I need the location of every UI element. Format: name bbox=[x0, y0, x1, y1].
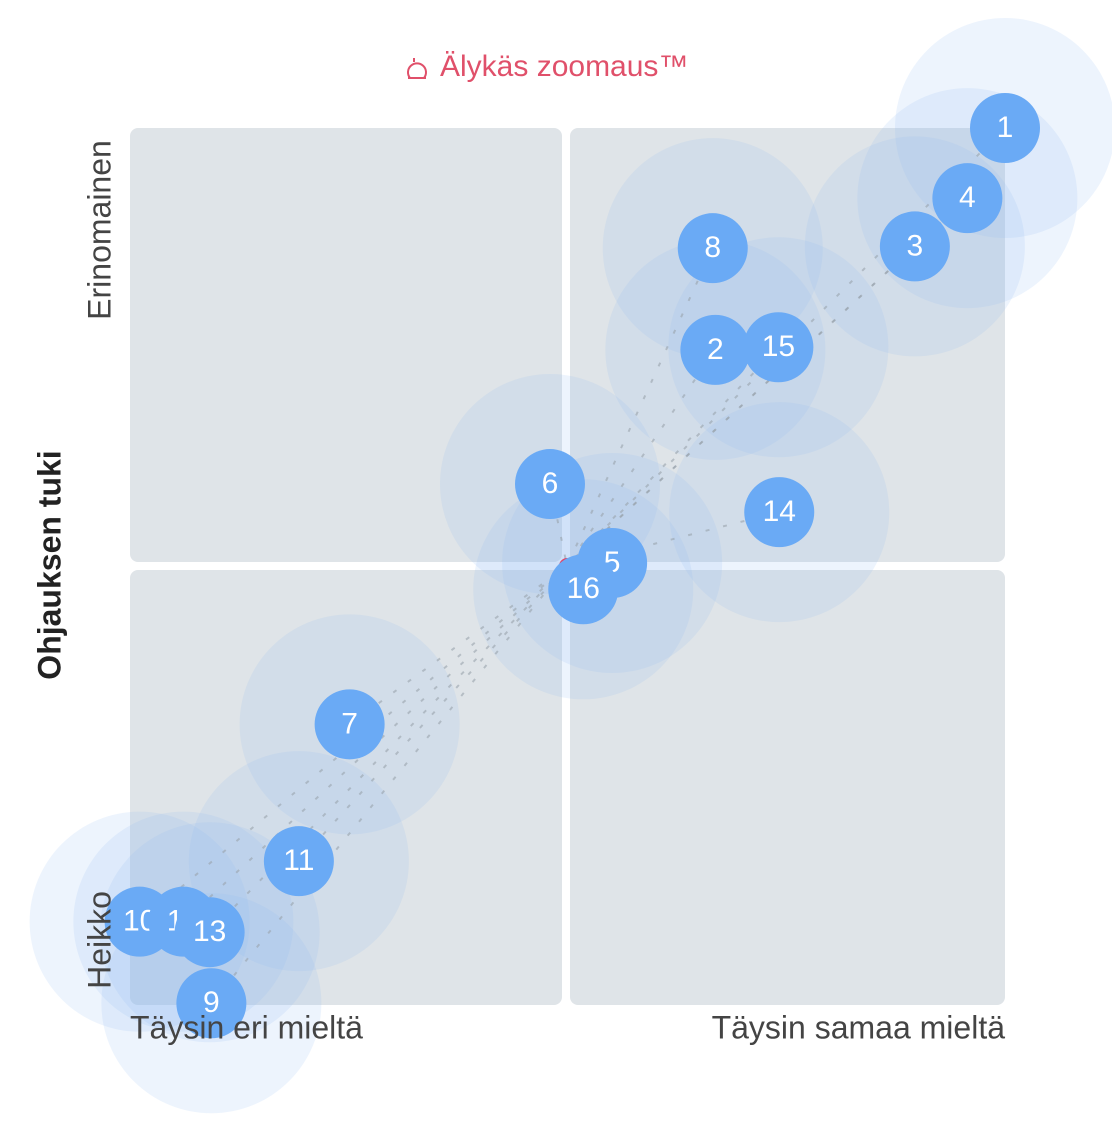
point bbox=[680, 314, 751, 385]
link bbox=[138, 565, 568, 923]
link bbox=[208, 565, 568, 933]
link bbox=[566, 247, 714, 567]
y-axis-label: Ohjauksen tuki bbox=[31, 450, 67, 679]
point bbox=[515, 449, 585, 520]
point bbox=[174, 897, 245, 968]
point-label: 4 bbox=[959, 181, 976, 214]
quadrant bbox=[130, 570, 562, 1005]
chart-title: Älykäs zoomaus™ bbox=[440, 50, 688, 83]
x-right-label: Täysin samaa mieltä bbox=[712, 1009, 1006, 1045]
point-label: 1 bbox=[997, 111, 1014, 144]
y-top-label: Erinomainen bbox=[81, 140, 117, 320]
point bbox=[744, 477, 815, 548]
point-label: 6 bbox=[542, 467, 559, 500]
y-bottom-label: Heikko bbox=[81, 891, 117, 989]
title-group: Älykäs zoomaus™ bbox=[407, 50, 688, 83]
point-label: 7 bbox=[341, 707, 358, 740]
title-icon bbox=[407, 58, 427, 79]
link bbox=[182, 565, 568, 923]
point bbox=[743, 312, 814, 383]
point-label: 3 bbox=[907, 229, 924, 262]
link bbox=[566, 349, 717, 567]
point bbox=[176, 968, 247, 1039]
point-label: 13 bbox=[193, 915, 226, 948]
point bbox=[548, 554, 619, 625]
point-label: 11 bbox=[283, 844, 314, 877]
point bbox=[970, 93, 1040, 163]
point-label: 2 bbox=[707, 333, 724, 366]
x-left-label: Täysin eri mieltä bbox=[130, 1009, 363, 1045]
link bbox=[210, 565, 568, 1004]
point-label: 8 bbox=[704, 231, 721, 264]
link bbox=[566, 245, 916, 567]
point-label: 9 bbox=[203, 986, 220, 1019]
point-label: 14 bbox=[763, 495, 796, 528]
point-label: 15 bbox=[762, 330, 795, 363]
point bbox=[677, 213, 748, 284]
point bbox=[879, 211, 950, 282]
point bbox=[263, 826, 334, 897]
quadrant bbox=[130, 128, 562, 562]
quadrant bbox=[570, 570, 1005, 1005]
link bbox=[298, 565, 568, 862]
points: 14382156145167111012139 bbox=[104, 93, 1040, 1039]
point bbox=[314, 689, 385, 760]
point bbox=[932, 163, 1003, 234]
point-label: 16 bbox=[567, 572, 600, 605]
